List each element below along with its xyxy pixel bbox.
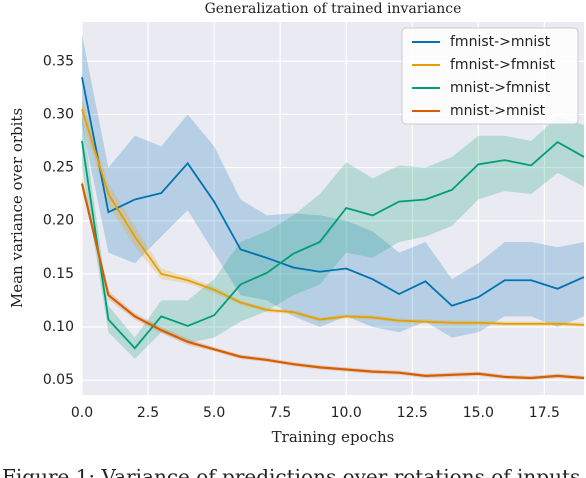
line bbox=[80, 183, 585, 380]
x-tick-label: 10.0 bbox=[331, 405, 362, 421]
x-tick-label: 0.0 bbox=[71, 405, 93, 421]
line bbox=[81, 108, 585, 326]
confidence-band bbox=[82, 34, 584, 338]
y-tick-label: 0.15 bbox=[43, 266, 74, 282]
x-tick-label: 7.5 bbox=[269, 405, 291, 421]
legend-label: mnist->mnist bbox=[450, 103, 546, 119]
confidence-band bbox=[82, 114, 584, 359]
y-tick-label: 0.20 bbox=[43, 213, 74, 229]
y-tick-label: 0.05 bbox=[43, 372, 74, 388]
y-tick-label: 0.10 bbox=[43, 319, 74, 335]
chart-title: Generalization of trained invariance bbox=[205, 1, 462, 17]
line bbox=[81, 140, 585, 350]
legend-box bbox=[401, 27, 579, 125]
y-tick-label: 0.30 bbox=[43, 106, 74, 122]
caption: Figure 1: Variance of predictions over r… bbox=[2, 465, 580, 478]
x-tick-label: 15.0 bbox=[463, 405, 494, 421]
x-tick-label: 5.0 bbox=[203, 405, 225, 421]
x-axis-label: Training epochs bbox=[272, 428, 395, 446]
legend-label: mnist->fmnist bbox=[450, 80, 551, 96]
legend-label: fmnist->mnist bbox=[450, 34, 551, 50]
y-tick-label: 0.35 bbox=[43, 53, 74, 69]
x-tick-label: 17.5 bbox=[529, 405, 560, 421]
x-tick-label: 12.5 bbox=[397, 405, 428, 421]
legend-label: fmnist->fmnist bbox=[450, 57, 556, 73]
y-tick-label: 0.25 bbox=[43, 160, 74, 176]
x-tick-label: 2.5 bbox=[137, 405, 159, 421]
y-axis-label: Mean variance over orbits bbox=[8, 108, 26, 308]
line bbox=[81, 77, 585, 307]
